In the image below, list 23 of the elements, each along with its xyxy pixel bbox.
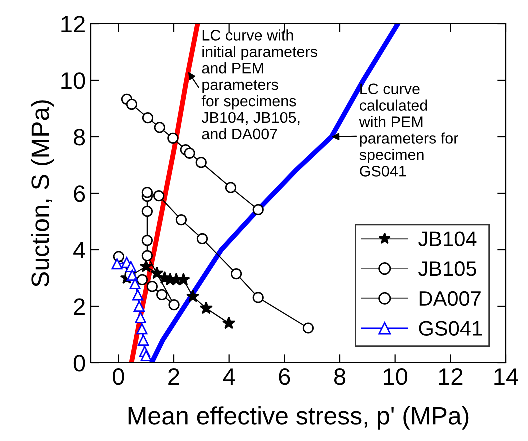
x-tick-label: 12	[439, 368, 463, 385]
y-tick-label: 12	[62, 16, 85, 33]
legend-label: GS041	[419, 321, 482, 336]
y-tick-label: 2	[74, 298, 85, 316]
x-tick-label: 0	[113, 368, 124, 386]
legend-label: JB104	[418, 232, 477, 246]
x-tick-label: 6	[279, 368, 290, 386]
legend-label: DA007	[420, 291, 481, 306]
y-axis-title: Suction, S (MPa)	[31, 100, 54, 287]
legend-label: JB105	[418, 262, 476, 276]
y-tick-label: 6	[74, 186, 86, 202]
x-tick-label: 8	[334, 368, 346, 386]
y-tick-label: 10	[62, 72, 86, 90]
annotation: LC curve with initial parameters and PEM parameters for specimens JB104, JB105, and DA007	[202, 30, 318, 140]
y-tick-label: 8	[74, 129, 86, 146]
x-tick-label: 2	[168, 368, 180, 385]
y-tick-label: 4	[74, 242, 86, 259]
annotation: LC curve calculated with PEM parameters for specimen GS041	[359, 84, 458, 177]
x-tick-label: 14	[494, 368, 518, 385]
x-tick-label: 10	[384, 368, 408, 386]
x-axis-title: Mean effective stress, p' (MPa)	[128, 406, 469, 430]
x-tick-label: 4	[223, 368, 236, 385]
y-tick-label: 0	[74, 355, 86, 372]
